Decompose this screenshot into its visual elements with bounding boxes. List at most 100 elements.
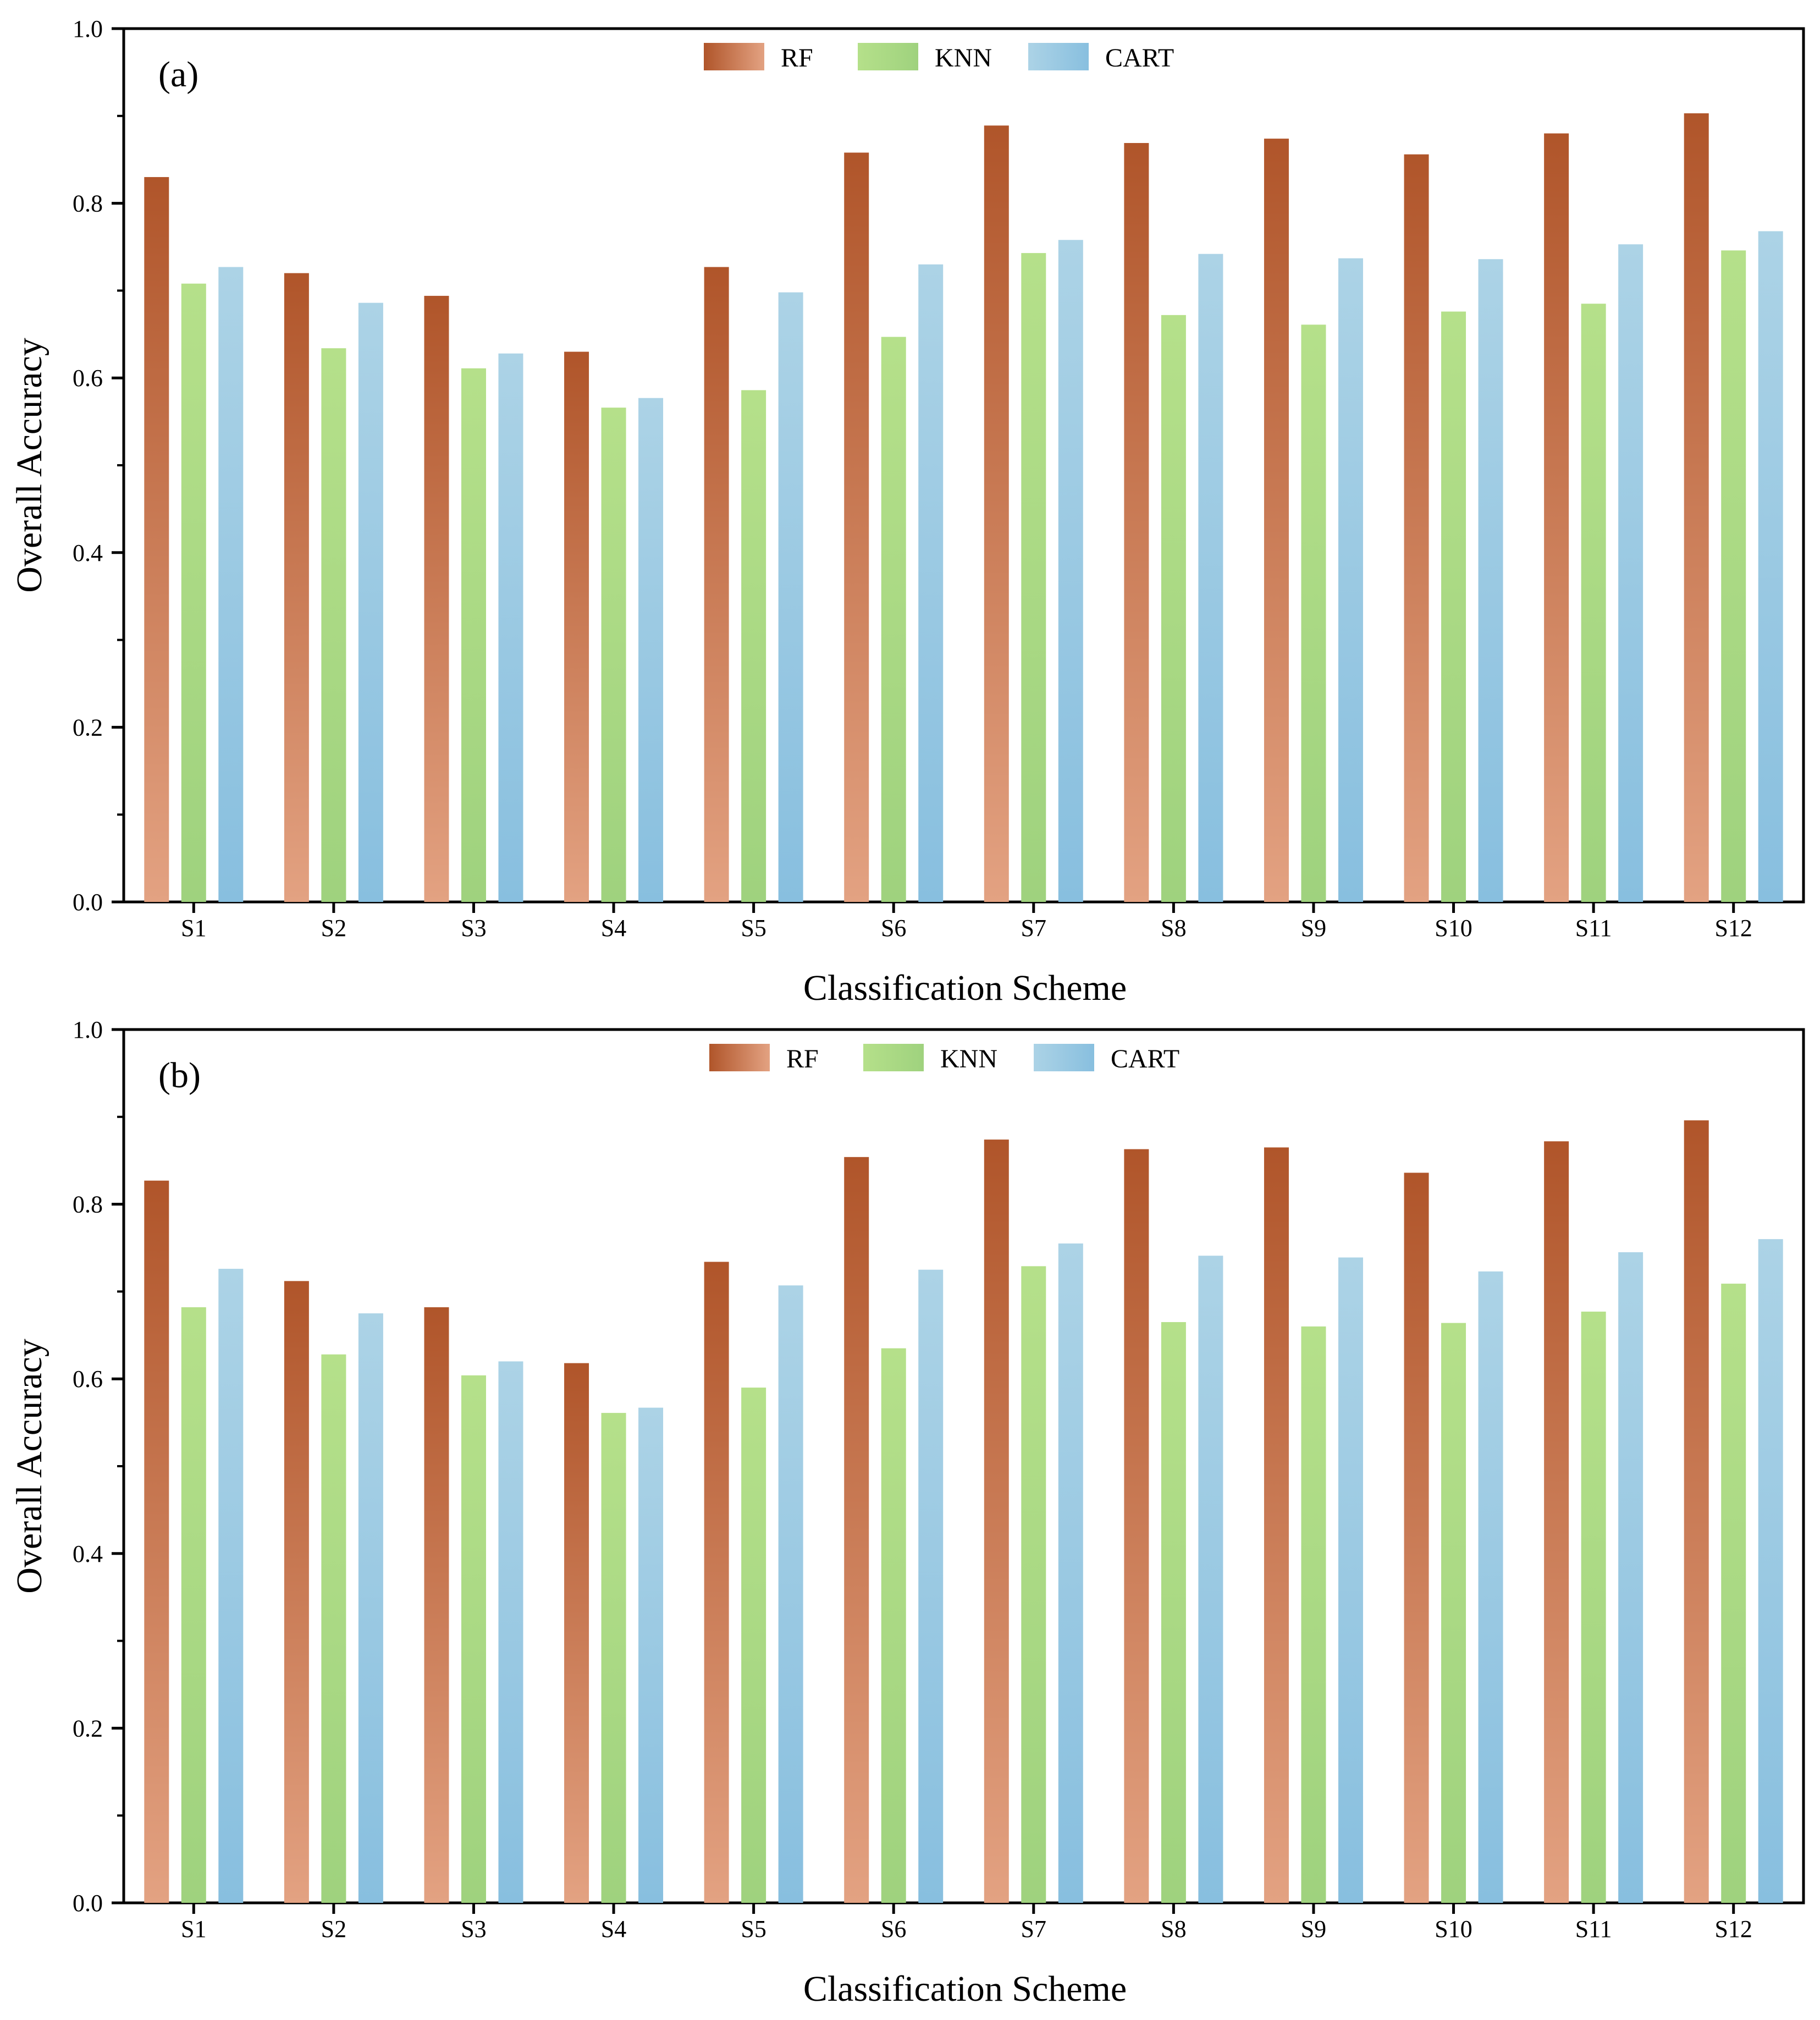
y-tick-label: 0.4 — [73, 540, 103, 566]
legend-swatch-knn — [863, 1044, 924, 1071]
y-tick-label: 0.0 — [73, 889, 103, 916]
x-tick-label: S6 — [881, 1916, 906, 1942]
y-axis-title: Overall Accuracy — [9, 1339, 49, 1594]
legend-swatch-cart — [1034, 1044, 1094, 1071]
bar-knn-s11 — [1581, 304, 1606, 902]
x-tick-label: S1 — [181, 915, 206, 942]
y-tick-label: 0.6 — [73, 365, 103, 392]
bar-rf-s3 — [424, 295, 449, 902]
y-tick-label: 0.4 — [73, 1540, 103, 1567]
y-tick-label: 0.0 — [73, 1890, 103, 1917]
bar-rf-s8 — [1124, 1149, 1149, 1903]
chart-panel-a: 0.0 0.2 0.4 0.6 0.8 1.0 S1 S2 S3 S4 S5 S6 S7 S8 S9 S10… — [9, 15, 1805, 1008]
x-tick-label: S7 — [1021, 1916, 1046, 1942]
x-tick-label: S7 — [1021, 915, 1046, 942]
bar-rf-s6 — [844, 152, 869, 902]
panel-label: (b) — [158, 1055, 201, 1096]
bar-knn-s2 — [321, 1354, 346, 1903]
x-tick-label: S2 — [321, 915, 346, 942]
x-tick-label: S4 — [601, 915, 626, 942]
x-tick-label: S11 — [1575, 915, 1612, 942]
bar-cart-s3 — [498, 353, 523, 902]
bar-rf-s5 — [704, 267, 729, 902]
bar-rf-s5 — [704, 1262, 729, 1903]
x-tick-label: S10 — [1435, 915, 1472, 942]
bar-knn-s3 — [461, 368, 486, 902]
y-tick-label: 0.8 — [73, 1191, 103, 1218]
bar-knn-s7 — [1021, 253, 1046, 902]
legend-label-cart: CART — [1111, 1044, 1179, 1074]
legend-swatch-cart — [1028, 43, 1089, 70]
bar-cart-s12 — [1758, 1239, 1783, 1903]
bar-cart-s4 — [638, 1407, 664, 1903]
bar-cart-s9 — [1338, 258, 1363, 902]
x-tick-label: S12 — [1714, 915, 1752, 942]
y-tick-label: 1.0 — [73, 15, 103, 42]
bar-rf-s2 — [284, 1281, 309, 1903]
legend-label-rf: RF — [786, 1044, 819, 1074]
bar-cart-s5 — [778, 292, 803, 902]
bar-cart-s8 — [1198, 254, 1223, 902]
x-tick-label: S9 — [1301, 915, 1326, 942]
bar-knn-s11 — [1581, 1311, 1606, 1903]
x-tick-label: S5 — [741, 915, 766, 942]
bar-rf-s12 — [1684, 1120, 1709, 1903]
bar-cart-s7 — [1058, 1243, 1083, 1903]
bar-rf-s9 — [1264, 1147, 1289, 1903]
bar-knn-s9 — [1301, 324, 1326, 902]
bar-cart-s2 — [358, 1313, 383, 1903]
bar-knn-s5 — [741, 1388, 766, 1903]
x-tick-label: S8 — [1161, 1916, 1186, 1942]
bar-cart-s6 — [918, 264, 944, 902]
bar-rf-s1 — [144, 177, 169, 902]
bar-rf-s12 — [1684, 113, 1709, 902]
bar-rf-s3 — [424, 1307, 449, 1903]
legend-label-knn: KNN — [940, 1044, 997, 1074]
bar-knn-s10 — [1441, 311, 1466, 902]
x-tick-label: S5 — [741, 1916, 766, 1942]
x-axis: S1 S2 S3 S4 S5 S6 S7 S8 S9 S10 S11 S12 — [181, 902, 1752, 942]
bar-cart-s12 — [1758, 231, 1783, 902]
bar-rf-s9 — [1264, 139, 1289, 902]
legend-label-knn: KNN — [935, 43, 992, 73]
x-tick-label: S3 — [461, 1916, 486, 1942]
x-tick-label: S1 — [181, 1916, 206, 1942]
bar-knn-s3 — [461, 1375, 486, 1903]
bar-knn-s6 — [881, 1348, 906, 1903]
y-tick-label: 0.8 — [73, 190, 103, 217]
legend-swatch-rf — [704, 43, 764, 70]
bar-cart-s5 — [778, 1285, 803, 1903]
bar-knn-s1 — [181, 283, 206, 902]
bar-knn-s12 — [1721, 1284, 1746, 1903]
x-tick-label: S10 — [1435, 1916, 1472, 1942]
bar-rf-s10 — [1404, 1173, 1429, 1903]
x-axis-title: Classification Scheme — [803, 968, 1127, 1008]
bar-knn-s9 — [1301, 1326, 1326, 1903]
bar-cart-s7 — [1058, 240, 1083, 902]
panel-label: (a) — [158, 54, 198, 95]
bar-cart-s6 — [918, 1269, 944, 1903]
bar-knn-s5 — [741, 390, 766, 902]
bar-rf-s4 — [564, 351, 589, 902]
legend-label-rf: RF — [781, 43, 813, 73]
x-tick-label: S8 — [1161, 915, 1186, 942]
x-tick-label: S11 — [1575, 1916, 1612, 1942]
bar-rf-s6 — [844, 1157, 869, 1903]
bar-knn-s7 — [1021, 1266, 1046, 1903]
legend-swatch-rf — [709, 1044, 770, 1071]
bar-rf-s7 — [984, 1140, 1009, 1903]
bar-cart-s10 — [1478, 1271, 1503, 1903]
bar-knn-s8 — [1161, 1322, 1186, 1903]
legend-label-cart: CART — [1105, 43, 1174, 73]
bar-knn-s4 — [601, 408, 626, 902]
bar-cart-s11 — [1618, 244, 1643, 902]
x-tick-label: S12 — [1714, 1916, 1752, 1942]
x-tick-label: S6 — [881, 915, 906, 942]
bar-knn-s2 — [321, 348, 346, 902]
bar-knn-s6 — [881, 337, 906, 902]
legend: RF KNN CART — [709, 1044, 1179, 1074]
bar-rf-s11 — [1544, 1141, 1569, 1903]
y-tick-label: 0.2 — [73, 714, 103, 741]
x-tick-label: S2 — [321, 1916, 346, 1942]
